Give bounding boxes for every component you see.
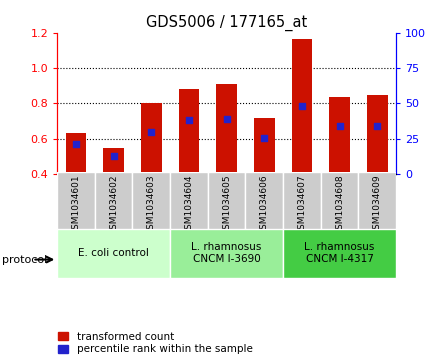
Bar (283, 229, 396, 278)
Bar (208, 172, 246, 229)
Point (261, 135, 268, 141)
Bar (283, 172, 321, 229)
Point (223, 117, 230, 122)
Bar (292, 39, 312, 174)
Text: GSM1034602: GSM1034602 (109, 174, 118, 234)
Bar (132, 172, 170, 229)
Text: L. rhamnosus
CNCM I-3690: L. rhamnosus CNCM I-3690 (191, 242, 262, 264)
Bar (329, 97, 350, 174)
Text: GSM1034605: GSM1034605 (222, 174, 231, 235)
Point (336, 123, 343, 129)
Bar (170, 172, 208, 229)
Text: GSM1034608: GSM1034608 (335, 174, 344, 235)
Point (110, 153, 117, 159)
Text: GSM1034606: GSM1034606 (260, 174, 269, 235)
Point (148, 129, 155, 135)
Text: GSM1034604: GSM1034604 (184, 174, 194, 234)
Point (185, 117, 192, 123)
Bar (246, 172, 283, 229)
Text: GSM1034601: GSM1034601 (72, 174, 81, 235)
Bar (57, 172, 95, 229)
Bar (95, 172, 132, 229)
Bar (179, 89, 199, 174)
Title: GDS5006 / 177165_at: GDS5006 / 177165_at (146, 15, 307, 31)
Text: L. rhamnosus
CNCM I-4317: L. rhamnosus CNCM I-4317 (304, 242, 375, 264)
Text: E. coli control: E. coli control (78, 248, 149, 258)
Bar (367, 95, 388, 174)
Bar (170, 229, 283, 278)
Point (374, 123, 381, 129)
Bar (141, 103, 161, 174)
Bar (66, 132, 86, 174)
Bar (216, 84, 237, 174)
Text: protocol: protocol (2, 254, 48, 265)
Point (73, 141, 80, 147)
Text: GSM1034603: GSM1034603 (147, 174, 156, 235)
Legend: transformed count, percentile rank within the sample: transformed count, percentile rank withi… (58, 332, 253, 354)
Bar (254, 118, 275, 174)
Point (298, 103, 305, 109)
Bar (321, 172, 358, 229)
Bar (358, 172, 396, 229)
Bar (57, 229, 170, 278)
Bar (103, 148, 124, 174)
Text: GSM1034607: GSM1034607 (297, 174, 306, 235)
Text: GSM1034609: GSM1034609 (373, 174, 381, 235)
